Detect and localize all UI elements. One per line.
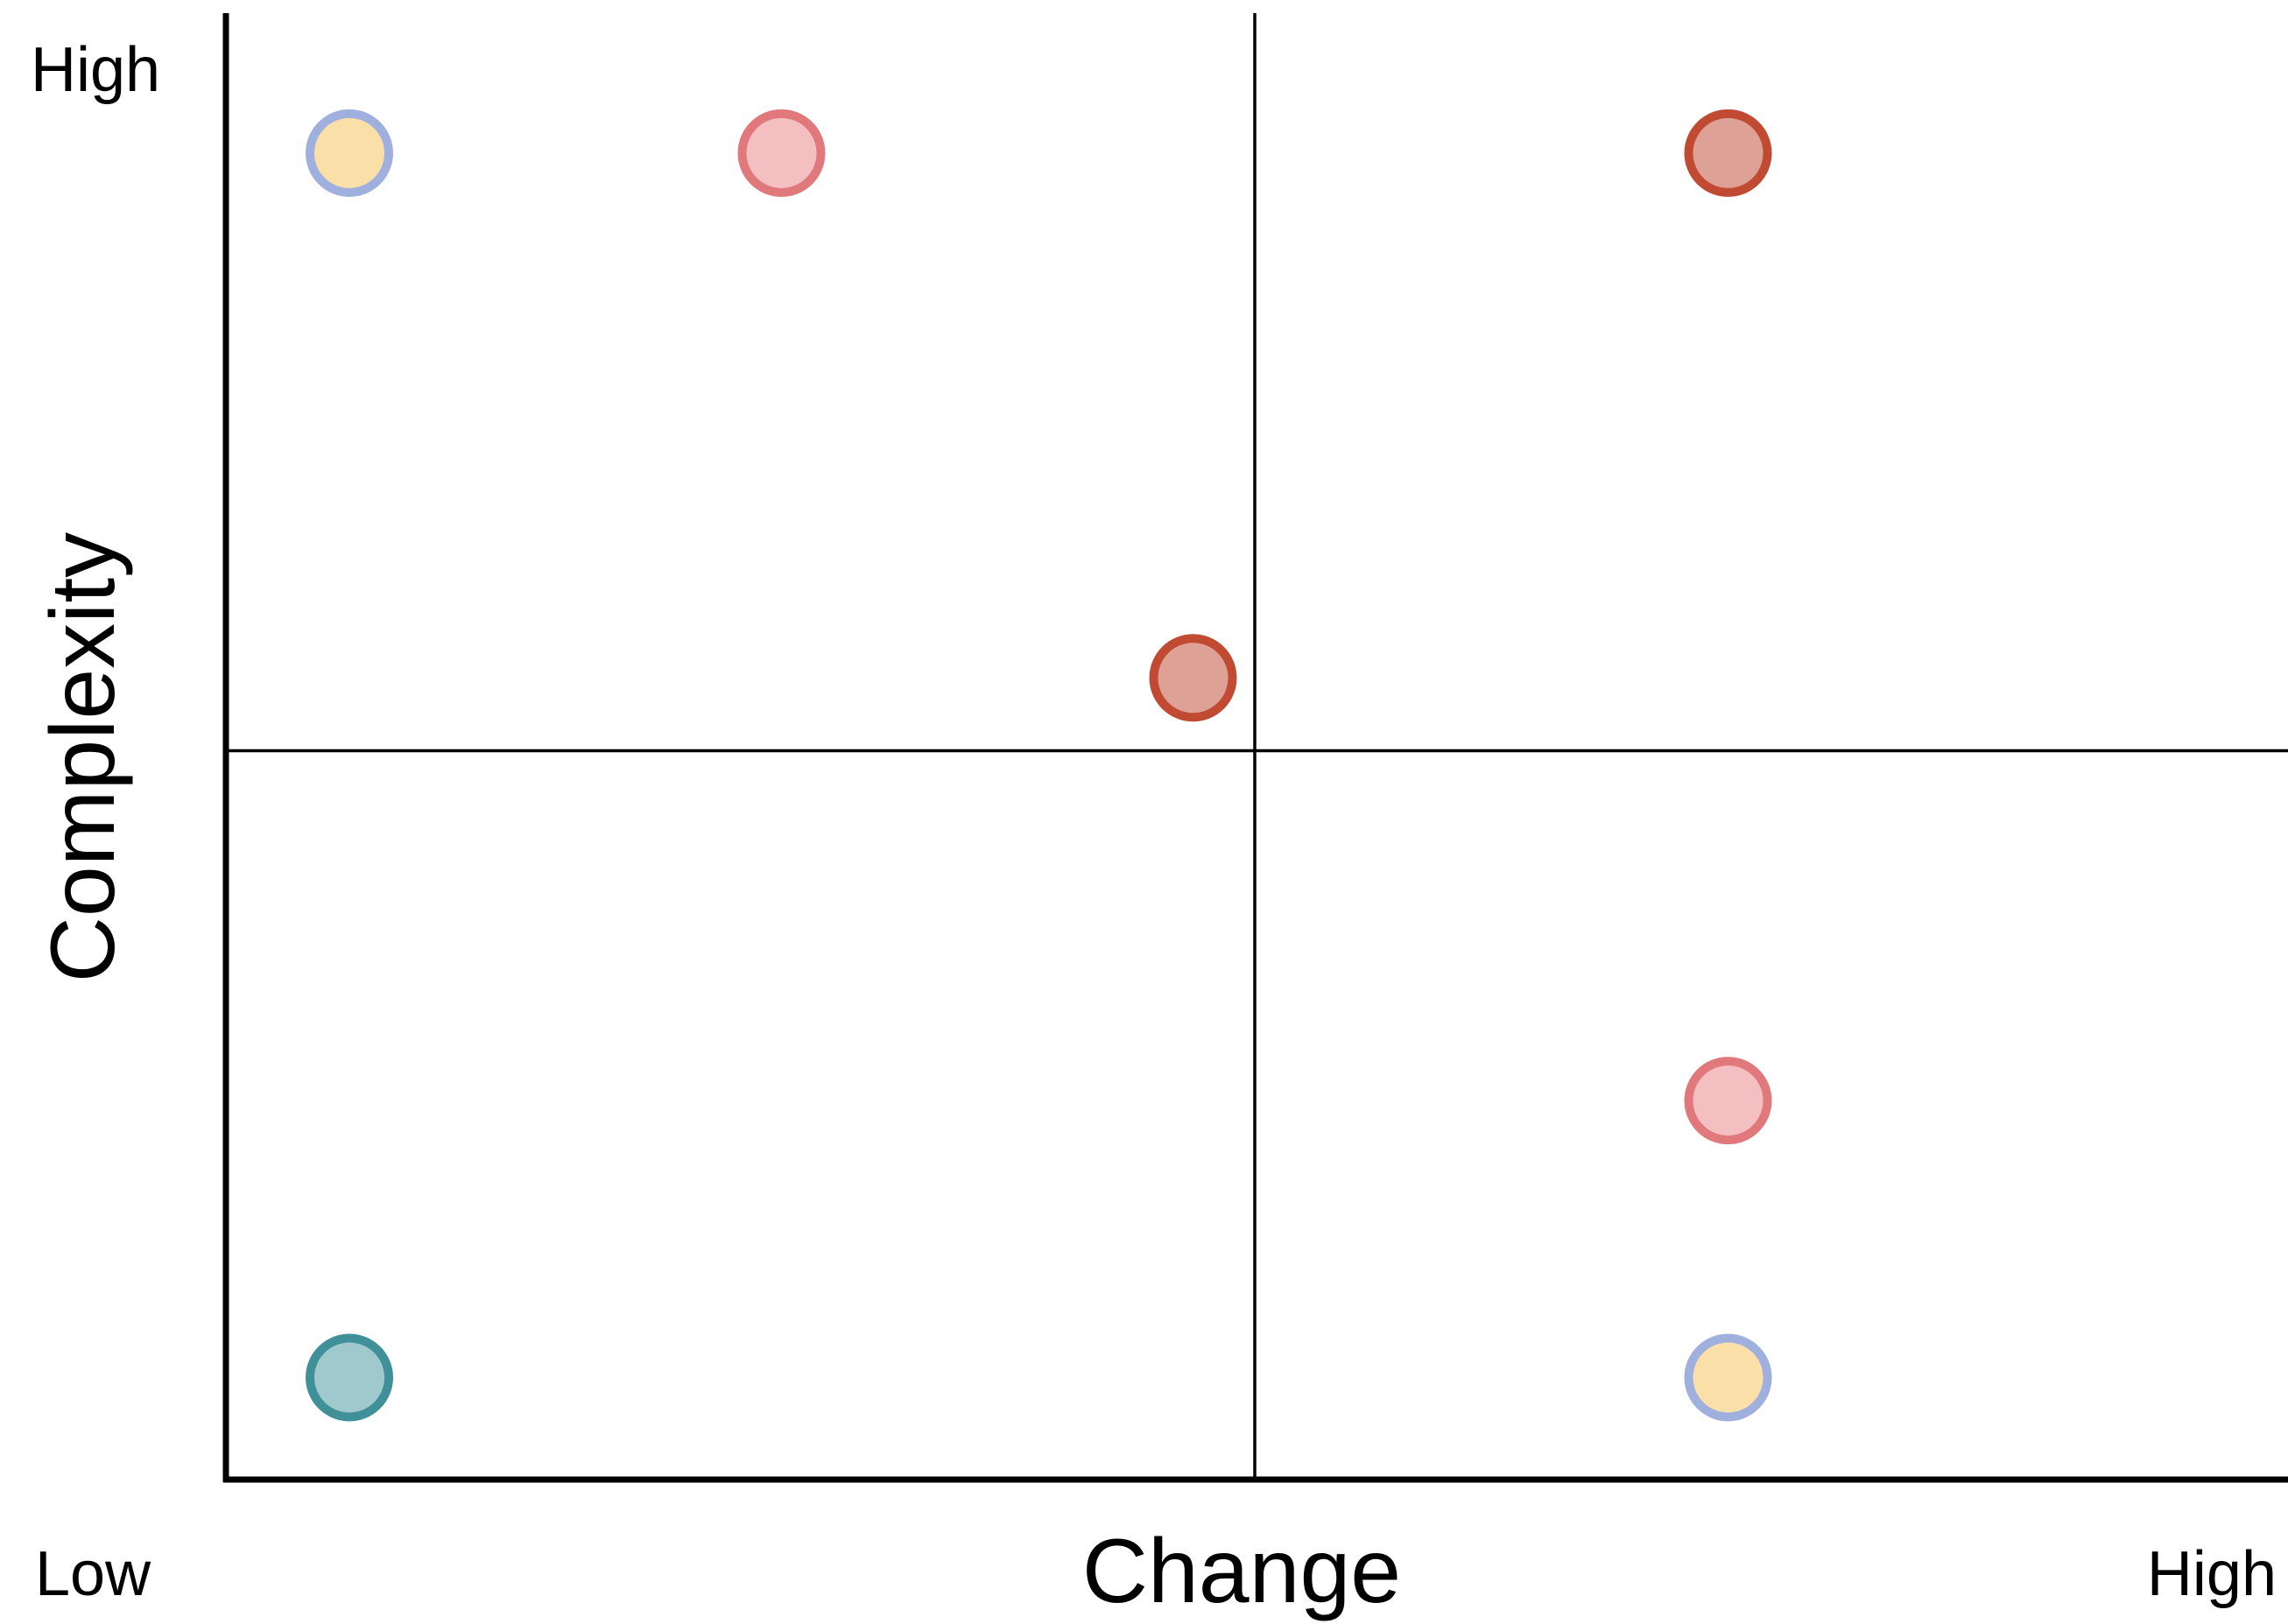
data-points: [306, 109, 1772, 1422]
data-point-2: [737, 109, 826, 197]
data-point-1: [306, 109, 393, 197]
data-point-6: [306, 1333, 393, 1422]
y-axis-title: Complexity: [32, 532, 134, 982]
x-axis-title: Change: [1082, 1521, 1401, 1622]
data-point-7: [1684, 1333, 1772, 1422]
data-point-3: [1684, 109, 1772, 197]
y-axis-high-label: High: [31, 35, 160, 105]
x-axis-low-label: Low: [35, 1539, 151, 1609]
x-axis-high-label: High: [2147, 1539, 2277, 1609]
data-point-5: [1684, 1057, 1772, 1145]
data-point-4: [1149, 634, 1237, 722]
